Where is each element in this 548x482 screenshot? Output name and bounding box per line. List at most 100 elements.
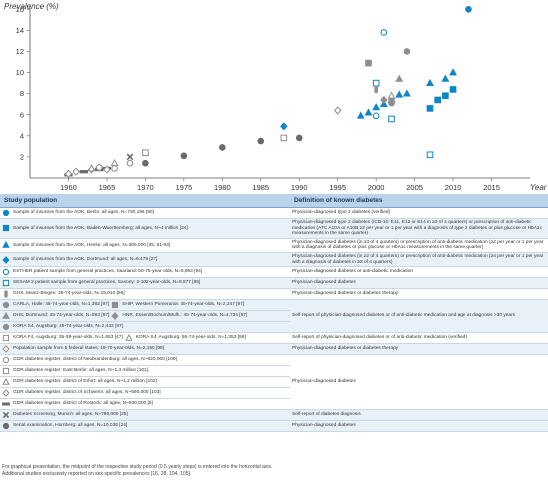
data-point-serial-hornberg	[295, 134, 303, 142]
legend-row: KORA F4, Augsburg: 35-39-year-olds, N=1,…	[0, 332, 548, 345]
legend-marker-icon	[125, 334, 133, 341]
study-population-cell: DHS, Dortmund: 45-74-year-olds, N=883 [9…	[0, 310, 290, 323]
study-population-cell: Sample of insurees from the AOK, Hesse: …	[0, 238, 290, 253]
x-tick-label: 2000	[368, 183, 385, 192]
study-population-cell: Sample of insurees from the AOK, Baden-W…	[0, 218, 290, 239]
y-tick-label: 4	[20, 131, 24, 140]
axes: 1960 1965 1970 1975 1980 1985 1990 1995 2000 2005…	[16, 4, 530, 192]
legend-row: Population sample from 5 federal states:…	[0, 343, 548, 356]
legend-marker-shape	[2, 402, 10, 406]
footnote: For graphical presentation, the midpoint…	[2, 464, 546, 477]
data-point-gdr-neubrandenburg	[126, 159, 134, 167]
data-point-gdr-erfurt	[87, 164, 96, 172]
study-population-cell: KORA S4, Augsburg: 45-74-year-olds, N=2,…	[0, 321, 290, 334]
data-point-sesam2	[372, 79, 380, 87]
data-point-aok-bw	[449, 86, 457, 93]
study-label: DHS, Dortmund: 45-74-year-olds, N=883 [9…	[13, 313, 110, 319]
study-population-cell: GDR diabetes register: East Berlin: all …	[0, 365, 290, 378]
study-population-cell: Sample of insurees from the AOK, Dortmun…	[0, 252, 290, 268]
definition-cell: Physician-diagnosed type 2 diabetes (ICD…	[290, 218, 548, 239]
data-point-ghs	[374, 85, 378, 94]
data-point-aok-dortmund	[280, 122, 288, 131]
study-population-cell: Serial examination, Hornberg: all ages, …	[0, 420, 290, 433]
col-header-definition: Definition of known diabetes	[290, 194, 548, 208]
study-label: HNR, Essen/Bochum/Mulh.: 45-74-year-olds…	[122, 313, 248, 319]
x-tick-label: 1965	[99, 183, 116, 192]
legend-row: CARLA, Halle: 45-74-year-olds, N=1,382 […	[0, 299, 548, 334]
legend-row: Sample of insurees from the AOK, Hesse: …	[0, 238, 548, 253]
data-point-gdr-neubrandenburg	[111, 165, 118, 172]
data-points	[64, 5, 472, 178]
legend-marker-shape	[2, 357, 10, 364]
y-tick-label: 2	[20, 153, 24, 162]
data-point-sesam2	[426, 151, 434, 159]
legend-row: GHS, Mainz-Bingen: 35-74-year-olds, N=15…	[0, 288, 548, 301]
study-label: Serial examination, Hornberg: all ages, …	[13, 423, 128, 429]
legend-marker-icon	[4, 290, 8, 298]
study-population-cell: Population sample from 5 federal states:…	[0, 343, 290, 356]
legend-marker-shape	[112, 302, 119, 309]
legend-marker-icon	[111, 312, 119, 321]
x-tick-label: 1990	[291, 183, 308, 192]
study-label: GDR diabetes register, district of Rosto…	[13, 401, 153, 407]
definition-cell: Physician-diagnosed diabetes or diabetes…	[290, 343, 548, 356]
legend-marker-shape	[2, 378, 10, 385]
data-point-gdr-east-berlin	[142, 149, 149, 156]
data-point-federal-states	[333, 106, 342, 115]
data-point-dhs	[395, 74, 404, 82]
x-tick-label: 2015	[483, 183, 500, 192]
data-point-aok-hesse	[449, 68, 458, 76]
study-label: SHIP, Western Pomerania: 45-74-year-olds…	[122, 302, 245, 308]
study-label: GDR diabetes register, district of Schwe…	[13, 390, 161, 396]
y-tick-label: 14	[16, 26, 24, 35]
x-tick-label: 2005	[406, 183, 423, 192]
y-tick-label: 10	[16, 68, 24, 77]
legend-row: GDR diabetes register, district of Schwe…	[0, 387, 548, 400]
x-tick-label: 1995	[329, 183, 346, 192]
study-population-cell: GDR diabetes register, district of Rosto…	[0, 398, 290, 411]
x-axis-title: Year	[530, 183, 547, 192]
legend-row: GDR diabetes register, district of Rosto…	[0, 398, 548, 411]
study-label: Population sample from 5 federal states:…	[13, 346, 165, 352]
legend-marker-icon	[2, 324, 10, 331]
study-label: Sample of insurees from the AOK, Hesse: …	[13, 242, 171, 248]
legend-marker-shape	[4, 290, 8, 298]
definition-cell: Self-report of diabetes diagnosis	[290, 409, 548, 422]
legend-marker-shape	[2, 255, 10, 264]
study-population-cell: ESTHER patient sample from general pract…	[0, 266, 290, 279]
legend-marker-icon	[2, 345, 10, 354]
data-point-aok-hesse	[402, 89, 411, 97]
x-tick-label: 1960	[60, 183, 77, 192]
legend-marker-icon	[2, 402, 10, 406]
study-label: KORA S4, Augsburg: 45-74-year-olds, N=2,…	[13, 324, 123, 330]
data-point-carla	[403, 48, 411, 55]
legend-marker-shape	[2, 411, 10, 419]
legend-marker-icon	[2, 241, 10, 249]
legend-row: ESTHER patient sample from general pract…	[0, 266, 548, 279]
definition-cell: Self-report of physician-diagnosed diabe…	[290, 299, 548, 334]
legend-row: DHS, Dortmund: 45-74-year-olds, N=883 [9…	[0, 310, 548, 323]
definition-cell: Physician-diagnosed type 2 diabetes (ver…	[290, 207, 548, 219]
legend-marker-shape	[2, 241, 10, 249]
legend-marker-shape	[2, 302, 10, 309]
y-tick-label: 16	[16, 5, 24, 14]
data-point-aok-hesse	[364, 108, 373, 116]
study-label: ESTHER patient sample from general pract…	[13, 269, 203, 275]
study-population-cell: GHS, Mainz-Bingen: 35-74-year-olds, N=15…	[0, 288, 290, 301]
study-label: Sample of insurees from the AOK, Dortmun…	[13, 256, 158, 262]
legend-marker-icon	[2, 368, 10, 375]
data-point-gdr-rostock	[79, 170, 88, 174]
legend-row: KORA S4, Augsburg: 45-74-year-olds, N=2,…	[0, 321, 548, 334]
study-label: Diabetes Screening, Munich: all ages, N=…	[13, 412, 128, 418]
study-population-cell: SESAM 2 patient sample from general prac…	[0, 277, 290, 290]
study-population-cell: GDR diabetes register, district of Erfur…	[0, 376, 290, 389]
data-point-esther	[372, 112, 380, 120]
legend-row: Sample of insurees from the AOK, Dortmun…	[0, 252, 548, 268]
study-population-cell: CARLA, Halle: 45-74-year-olds, N=1,382 […	[0, 299, 290, 312]
study-label: KORA S4, Augsburg: 55-74-year-olds, N=1,…	[135, 335, 246, 341]
data-point-screening-munich	[126, 153, 134, 161]
study-label: GDR diabetes register, district of Neubr…	[13, 357, 177, 363]
data-point-serial-hornberg	[219, 144, 226, 151]
legend-row: GDR diabetes register, district of Neubr…	[0, 354, 548, 411]
data-point-esther	[380, 29, 388, 36]
